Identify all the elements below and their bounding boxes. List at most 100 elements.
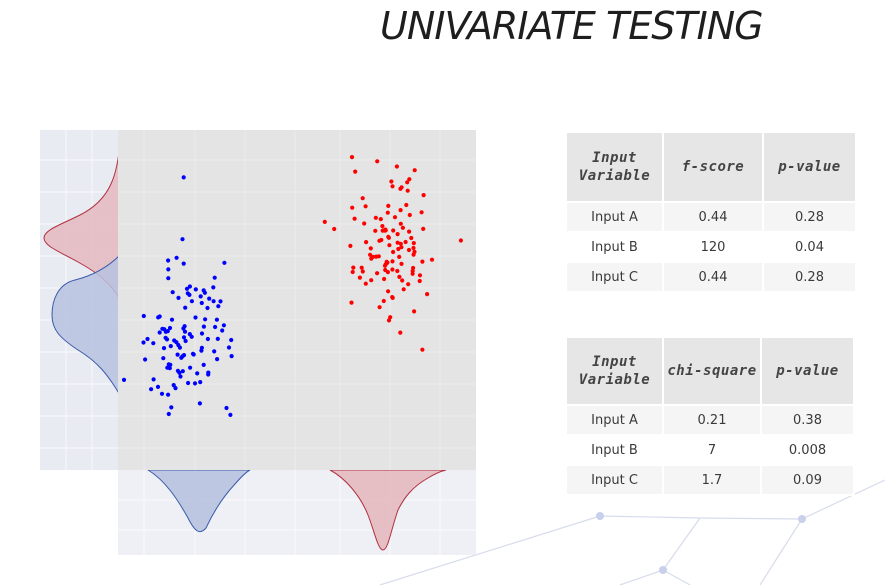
red-scatter-point	[407, 229, 412, 234]
red-scatter-point	[387, 243, 392, 248]
table1-header-variable: Input Variable	[565, 131, 664, 203]
blue-scatter-point	[228, 412, 233, 417]
table-cell: 0.04	[762, 231, 857, 263]
blue-scatter-point	[216, 304, 221, 309]
blue-scatter-point	[206, 372, 211, 377]
decorative-network	[379, 479, 885, 585]
table-cell: 7	[662, 434, 762, 466]
table2-header-pvalue: p-value	[760, 336, 855, 406]
red-scatter-point	[425, 292, 430, 297]
table-cell: 0.28	[762, 201, 857, 233]
blue-scatter-point	[121, 377, 127, 382]
blue-scatter-point	[173, 386, 178, 391]
red-scatter-point	[395, 268, 400, 274]
bottom-marginal-panel	[118, 469, 476, 555]
red-scatter-point	[401, 287, 406, 292]
red-scatter-point	[383, 227, 388, 232]
table-cell: 0.38	[760, 404, 855, 436]
red-scatter-point	[394, 164, 399, 169]
blue-scatter-point	[201, 324, 206, 329]
red-scatter-point	[406, 247, 412, 253]
table-cell: 0.44	[662, 261, 764, 293]
red-scatter-point	[390, 184, 395, 189]
blue-scatter-point	[182, 329, 188, 334]
blue-scatter-point	[212, 349, 217, 354]
blue-scatter-point	[180, 237, 185, 242]
red-scatter-point	[407, 177, 412, 182]
blue-scatter-point	[211, 285, 216, 290]
blue-scatter-point	[205, 305, 210, 311]
red-scatter-point	[398, 241, 403, 246]
blue-scatter-point	[162, 327, 167, 332]
blue-scatter-point	[166, 392, 171, 397]
red-scatter-point	[412, 309, 417, 314]
red-scatter-point	[389, 179, 394, 184]
blue-scatter-point	[155, 384, 161, 389]
blue-scatter-point	[186, 380, 191, 386]
blue-scatter-point	[161, 356, 166, 361]
red-scatter-point	[399, 261, 404, 266]
red-scatter-point	[429, 257, 435, 262]
f-score-table: Input Variable f-score p-value Input A 0…	[565, 131, 857, 293]
red-scatter-point	[362, 221, 367, 226]
red-scatter-point	[390, 267, 395, 272]
table-row: Input A 0.44 0.28	[565, 201, 857, 233]
blue-scatter-point	[166, 267, 171, 272]
blue-density-bottom	[146, 469, 251, 533]
page-title: UNIVARIATE TESTING	[380, 4, 764, 48]
blue-scatter-point	[185, 291, 190, 296]
red-scatter-point	[360, 196, 365, 201]
red-scatter-point	[396, 246, 401, 252]
blue-scatter-point	[145, 336, 150, 342]
blue-scatter-point	[215, 336, 220, 341]
red-scatter-point	[349, 300, 354, 305]
blue-scatter-point	[179, 355, 184, 360]
blue-scatter-point	[181, 261, 186, 266]
blue-scatter-point	[193, 315, 198, 320]
red-scatter-point	[392, 215, 398, 220]
blue-scatter-point	[183, 305, 188, 310]
table2-header-variable: Input Variable	[565, 336, 664, 406]
red-scatter-point	[412, 168, 417, 173]
red-scatter-series	[322, 155, 463, 352]
red-scatter-point	[388, 315, 393, 320]
red-scatter-point	[390, 295, 395, 300]
blue-scatter-point	[213, 324, 218, 330]
table-cell: 0.44	[662, 201, 764, 233]
red-scatter-point	[363, 281, 368, 286]
red-scatter-point	[409, 235, 414, 241]
red-scatter-point	[412, 249, 417, 254]
blue-scatter-series	[121, 175, 234, 417]
red-scatter-point	[398, 221, 403, 226]
red-scatter-point	[364, 240, 369, 245]
blue-scatter-point	[187, 284, 192, 289]
blue-scatter-point	[177, 345, 182, 350]
red-scatter-point	[371, 254, 376, 259]
red-scatter-point	[399, 185, 404, 190]
red-scatter-point	[348, 243, 353, 248]
table-cell: Input A	[565, 201, 664, 233]
table-row: Input A 0.21 0.38	[565, 404, 855, 436]
red-scatter-point	[397, 254, 402, 259]
red-scatter-point	[350, 269, 355, 275]
blue-scatter-point	[214, 317, 219, 322]
table2-header-chisquare: chi-square	[662, 336, 762, 406]
blue-scatter-point	[199, 348, 204, 353]
blue-scatter-point	[198, 294, 203, 299]
red-scatter-point	[386, 235, 391, 240]
blue-density-left	[51, 253, 121, 397]
table-cell: Input C	[565, 261, 664, 293]
blue-scatter-point	[195, 371, 200, 376]
red-scatter-point	[349, 155, 355, 160]
blue-scatter-point	[222, 260, 227, 265]
red-scatter-point	[369, 278, 374, 283]
blue-scatter-point	[175, 368, 180, 373]
red-scatter-point	[398, 208, 403, 213]
red-scatter-point	[386, 289, 391, 294]
red-density-bottom	[329, 469, 447, 551]
red-scatter-point	[397, 274, 402, 279]
table-cell: 0.21	[662, 404, 762, 436]
table-cell: Input B	[565, 231, 664, 263]
blue-scatter-point	[174, 255, 179, 260]
red-scatter-point	[357, 275, 362, 280]
